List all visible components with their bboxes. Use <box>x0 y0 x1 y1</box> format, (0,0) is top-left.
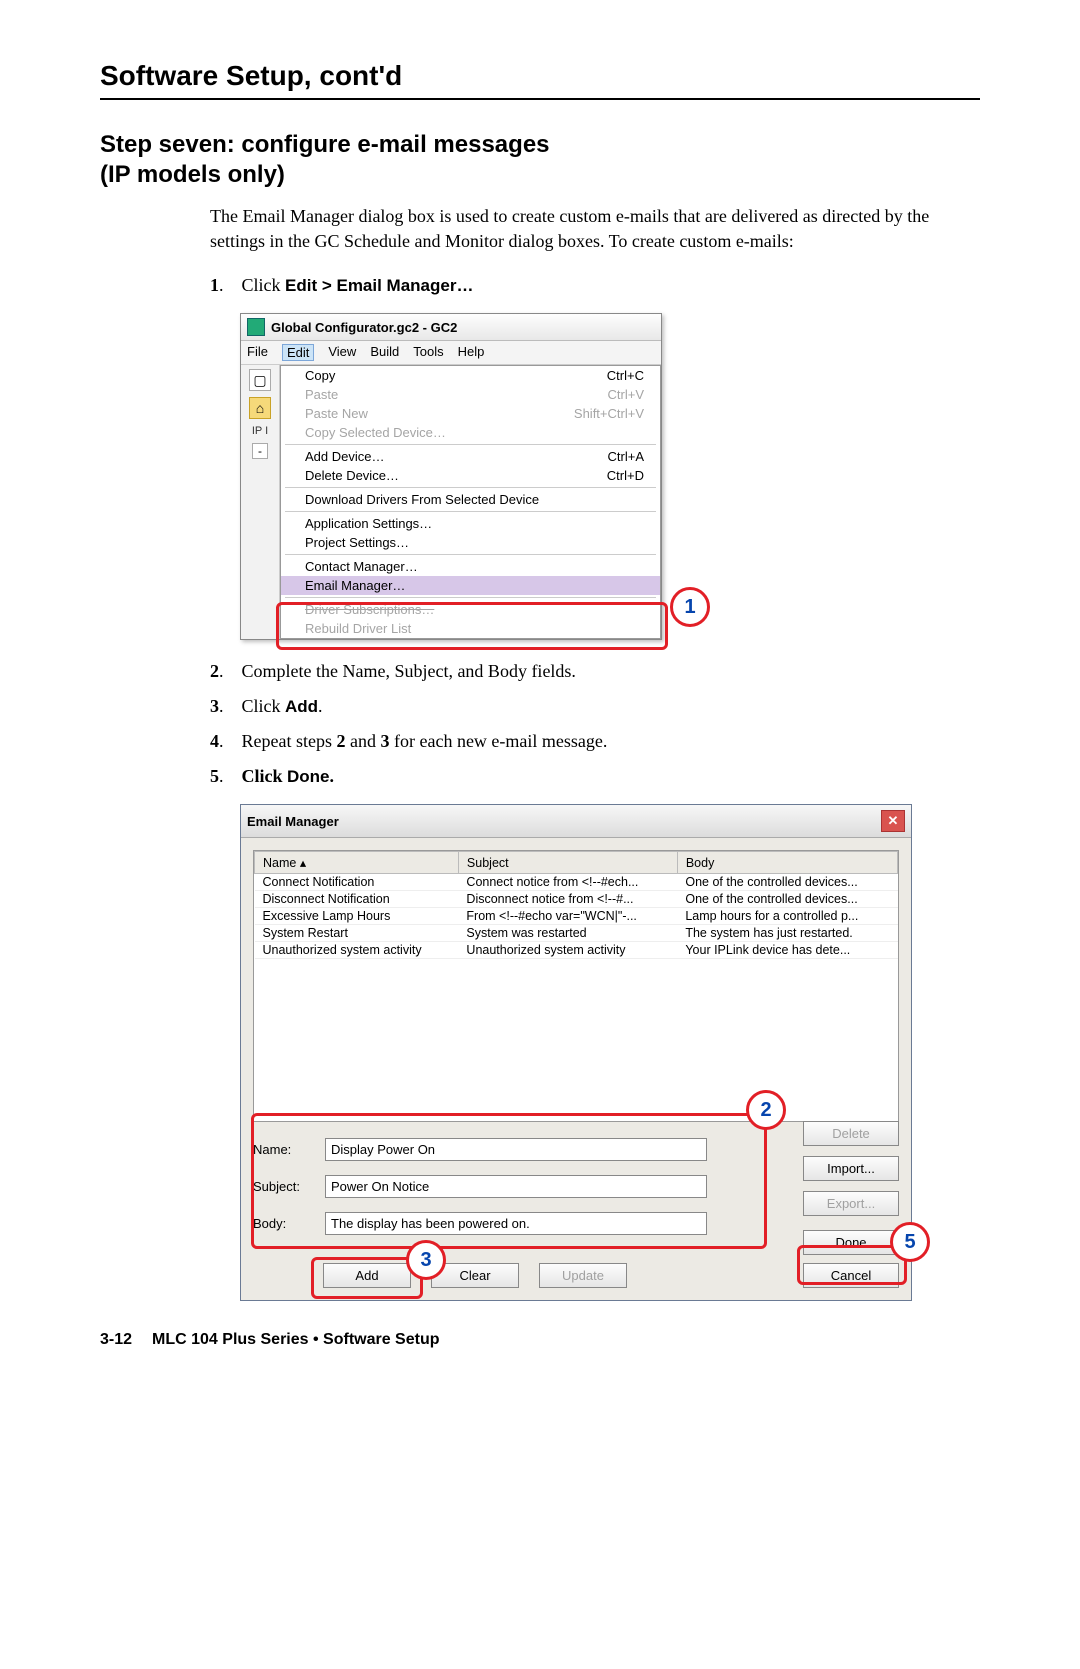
menu-build[interactable]: Build <box>370 344 399 361</box>
step-5-pre: Click <box>242 766 288 786</box>
tree-collapse-icon[interactable]: - <box>252 443 268 459</box>
menu-item[interactable]: Application Settings… <box>281 514 660 533</box>
menu-item[interactable]: Project Settings… <box>281 533 660 552</box>
step-5: 5. Click Done. <box>210 763 980 790</box>
intro-paragraph: The Email Manager dialog box is used to … <box>210 204 980 254</box>
name-label: Name: <box>253 1142 325 1157</box>
step-4: 4. Repeat steps 2 and 3 for each new e-m… <box>210 728 980 755</box>
ss1-title: Global Configurator.gc2 - GC2 <box>271 320 457 335</box>
cancel-button[interactable]: Cancel <box>803 1263 899 1288</box>
table-row[interactable]: System RestartSystem was restartedThe sy… <box>255 925 898 942</box>
menu-item: Rebuild Driver List <box>281 619 660 638</box>
menu-item[interactable]: Add Device…Ctrl+A <box>281 447 660 466</box>
ss1-sidebar: ▢ ⌂ IP I - <box>241 365 280 639</box>
step-title-line1: Step seven: configure e-mail messages <box>100 131 550 158</box>
col-body[interactable]: Body <box>677 852 897 874</box>
menu-item[interactable]: Contact Manager… <box>281 557 660 576</box>
menu-item[interactable]: Email Manager… <box>281 576 660 595</box>
export-button[interactable]: Export... <box>803 1191 899 1216</box>
step-4-post: for each new e-mail message. <box>389 731 607 751</box>
step-title: Step seven: configure e-mail messages (I… <box>100 130 980 190</box>
menu-item: Copy Selected Device… <box>281 423 660 442</box>
ss2-title: Email Manager <box>247 814 339 829</box>
step-1: 1. Click Edit > Email Manager… <box>210 272 980 299</box>
ss2-titlebar: Email Manager ✕ <box>241 805 911 838</box>
ss1-menubar: File Edit View Build Tools Help <box>241 341 661 365</box>
sidebar-ip-label: IP I <box>252 425 268 437</box>
body-input[interactable] <box>325 1212 707 1235</box>
ss1-titlebar: Global Configurator.gc2 - GC2 <box>241 314 661 341</box>
step-5-bold: Done <box>287 767 330 786</box>
step-1-num: 1 <box>210 275 219 295</box>
menu-item[interactable]: CopyCtrl+C <box>281 366 660 385</box>
step-5-post: . <box>330 766 335 786</box>
page-footer: 3-12 MLC 104 Plus Series • Software Setu… <box>100 1331 980 1349</box>
step-2-num: 2 <box>210 661 219 681</box>
step-4-mid: and <box>345 731 380 751</box>
menu-view[interactable]: View <box>328 344 356 361</box>
folder-icon[interactable]: ⌂ <box>249 397 271 419</box>
footer-text: MLC 104 Plus Series • Software Setup <box>152 1331 439 1349</box>
step-4-num: 4 <box>210 731 219 751</box>
subject-input[interactable] <box>325 1175 707 1198</box>
done-button[interactable]: Done <box>803 1230 899 1255</box>
screenshot-email-manager: Email Manager ✕ Name ▴ Subject Body Conn <box>240 804 980 1301</box>
step-1-pre: Click <box>242 275 286 295</box>
close-icon[interactable]: ✕ <box>881 810 905 832</box>
done-cancel-column: Done Cancel <box>803 1230 899 1288</box>
section-title: Software Setup, cont'd <box>100 60 980 100</box>
col-subject[interactable]: Subject <box>458 852 677 874</box>
table-row[interactable]: Connect NotificationConnect notice from … <box>255 874 898 891</box>
menu-edit[interactable]: Edit <box>282 344 314 361</box>
delete-button[interactable]: Delete <box>803 1121 899 1146</box>
col-name[interactable]: Name ▴ <box>255 852 459 874</box>
menu-item: Driver Subscriptions… <box>281 600 660 619</box>
step-1-bold: Edit > Email Manager… <box>285 276 473 295</box>
email-table: Name ▴ Subject Body Connect Notification… <box>253 850 899 1122</box>
subject-label: Subject: <box>253 1179 325 1194</box>
menu-item: PasteCtrl+V <box>281 385 660 404</box>
page-number: 3-12 <box>100 1331 132 1349</box>
step-title-line2: (IP models only) <box>100 161 285 188</box>
edit-dropdown-menu: CopyCtrl+CPasteCtrl+VPaste NewShift+Ctrl… <box>280 365 661 639</box>
callout-1: 1 <box>670 587 710 627</box>
import-button[interactable]: Import... <box>803 1156 899 1181</box>
name-input[interactable] <box>325 1138 707 1161</box>
menu-item: Paste NewShift+Ctrl+V <box>281 404 660 423</box>
step-4-pre: Repeat steps <box>242 731 337 751</box>
new-icon[interactable]: ▢ <box>249 369 271 391</box>
table-row[interactable]: Unauthorized system activityUnauthorized… <box>255 942 898 959</box>
menu-help[interactable]: Help <box>458 344 485 361</box>
right-button-column: Delete Import... Export... <box>803 1121 899 1216</box>
step-2: 2. Complete the Name, Subject, and Body … <box>210 658 980 685</box>
steps-before-ss1: 1. Click Edit > Email Manager… <box>210 272 980 299</box>
step-3: 3. Click Add. <box>210 693 980 720</box>
menu-item[interactable]: Download Drivers From Selected Device <box>281 490 660 509</box>
steps-after-ss1: 2. Complete the Name, Subject, and Body … <box>210 658 980 790</box>
add-button[interactable]: Add <box>323 1263 411 1288</box>
step-3-post: . <box>318 696 323 716</box>
step-3-pre: Click <box>242 696 286 716</box>
step-5-num: 5 <box>210 766 219 786</box>
app-icon <box>247 318 265 336</box>
step-3-bold: Add <box>285 697 318 716</box>
body-label: Body: <box>253 1216 325 1231</box>
menu-item[interactable]: Delete Device…Ctrl+D <box>281 466 660 485</box>
menu-tools[interactable]: Tools <box>413 344 443 361</box>
screenshot-edit-menu: Global Configurator.gc2 - GC2 File Edit … <box>240 313 980 640</box>
step-3-num: 3 <box>210 696 219 716</box>
menu-file[interactable]: File <box>247 344 268 361</box>
step-2-text: Complete the Name, Subject, and Body fie… <box>242 661 576 681</box>
callout-5: 5 <box>890 1222 930 1262</box>
table-row[interactable]: Excessive Lamp HoursFrom <!--#echo var="… <box>255 908 898 925</box>
table-row[interactable]: Disconnect NotificationDisconnect notice… <box>255 891 898 908</box>
update-button[interactable]: Update <box>539 1263 627 1288</box>
